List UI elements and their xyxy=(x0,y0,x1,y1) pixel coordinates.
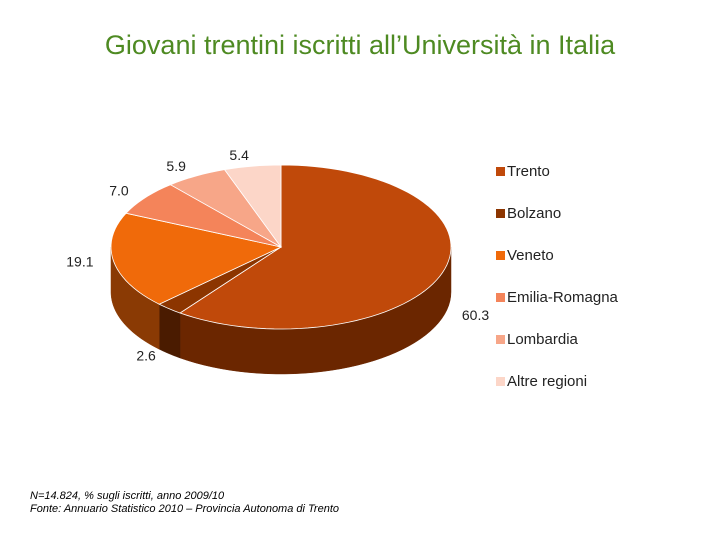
legend-item-bolzano: Bolzano xyxy=(496,205,561,222)
footnote: N=14.824, % sugli iscritti, anno 2009/10… xyxy=(30,490,339,516)
pie-slice-lombardia xyxy=(169,169,282,248)
pie-slice-bolzano xyxy=(158,246,282,314)
pie-side-bolzano xyxy=(158,303,181,359)
pie-data-labels: 60.3 2.6 19.1 7.0 5.9 5.4 xyxy=(66,147,489,363)
legend-item-trento: Trento xyxy=(496,163,550,180)
legend-swatch-trento xyxy=(496,167,505,176)
legend-swatch-altre-regioni xyxy=(496,377,505,386)
slide-title: Giovani trentini iscritti all’Università… xyxy=(104,30,616,60)
legend-label-trento: Trento xyxy=(507,163,550,180)
pie-slice-emilia-romagna xyxy=(125,184,282,248)
pie-slice-veneto xyxy=(110,212,283,305)
legend-label-veneto: Veneto xyxy=(507,247,554,264)
data-label-emilia-romagna: 7.0 xyxy=(109,183,129,199)
pie-slice-altre-regioni xyxy=(223,164,282,249)
legend-label-lombardia: Lombardia xyxy=(507,331,579,348)
pie-slice-trento xyxy=(179,164,452,330)
data-label-lombardia: 5.9 xyxy=(166,158,186,174)
legend-label-altre-regioni: Altre regioni xyxy=(507,373,587,390)
legend-swatch-emilia-romagna xyxy=(496,293,505,302)
footnote-source: Fonte: Annuario Statistico 2010 – Provin… xyxy=(30,503,339,515)
data-label-altre-regioni: 5.4 xyxy=(229,147,249,163)
legend-swatch-lombardia xyxy=(496,335,505,344)
legend-swatch-veneto xyxy=(496,251,505,260)
legend-item-lombardia: Lombardia xyxy=(496,331,579,348)
legend-item-altre-regioni: Altre regioni xyxy=(496,373,587,390)
legend-label-emilia-romagna: Emilia-Romagna xyxy=(507,289,619,306)
data-label-veneto: 19.1 xyxy=(66,254,93,270)
legend-swatch-bolzano xyxy=(496,209,505,218)
legend-item-veneto: Veneto xyxy=(496,247,554,264)
pie-top-face xyxy=(110,164,452,330)
footnote-sample-size: N=14.824, % sugli iscritti, anno 2009/10 xyxy=(30,490,225,502)
data-label-trento: 60.3 xyxy=(462,307,489,323)
chart-legend: Trento Bolzano Veneto Emilia-Romagna Lombard… xyxy=(496,163,619,390)
legend-label-bolzano: Bolzano xyxy=(507,205,561,222)
legend-item-emilia-romagna: Emilia-Romagna xyxy=(496,289,619,306)
data-label-bolzano: 2.6 xyxy=(136,347,156,363)
pie-3d-sides xyxy=(110,246,452,375)
